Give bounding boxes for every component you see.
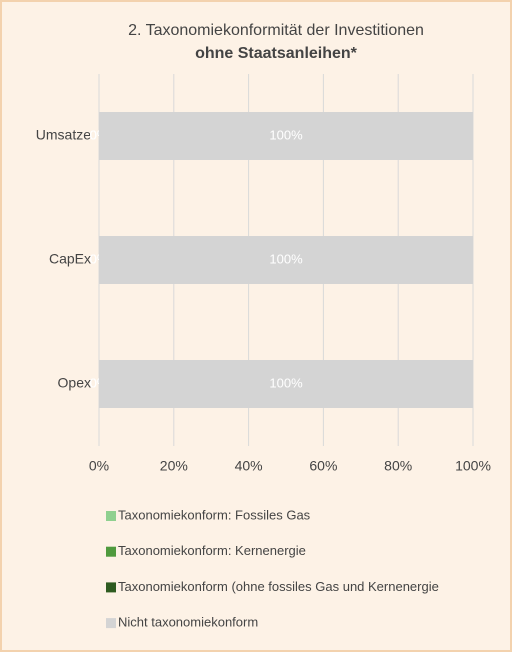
legend-swatch xyxy=(106,546,116,557)
bar-segment xyxy=(99,112,473,160)
legend-swatch xyxy=(106,618,116,629)
legend-label: Taxonomiekonform: Kernenergie xyxy=(118,543,306,558)
x-tick-label: 60% xyxy=(309,458,337,474)
y-tick-label: Umsatze xyxy=(36,127,91,143)
legend-label: Taxonomiekonform: Fossiles Gas xyxy=(118,507,311,522)
legend-label: Nicht taxonomiekonform xyxy=(118,615,258,630)
legend-label: Taxonomiekonform (ohne fossiles Gas und … xyxy=(118,579,439,594)
bar-segment xyxy=(99,236,473,284)
y-tick-label: Opex xyxy=(58,375,91,391)
x-tick-label: 40% xyxy=(235,458,263,474)
legend-swatch xyxy=(106,511,116,521)
x-tick-label: 100% xyxy=(455,458,491,474)
value-label: 100% xyxy=(269,251,303,266)
value-label: 100% xyxy=(269,375,303,390)
chart-title: 2. Taxonomiekonformität der Investitione… xyxy=(128,22,424,39)
y-tick-label: CapEx xyxy=(49,251,91,267)
x-tick-label: 20% xyxy=(160,458,188,474)
bar-segment xyxy=(99,360,473,408)
x-tick-label: 0% xyxy=(89,458,109,474)
chart-subtitle: ohne Staatsanleihen* xyxy=(195,45,358,62)
legend-swatch xyxy=(106,582,116,593)
value-label: 100% xyxy=(269,127,303,142)
x-tick-label: 80% xyxy=(384,458,412,474)
